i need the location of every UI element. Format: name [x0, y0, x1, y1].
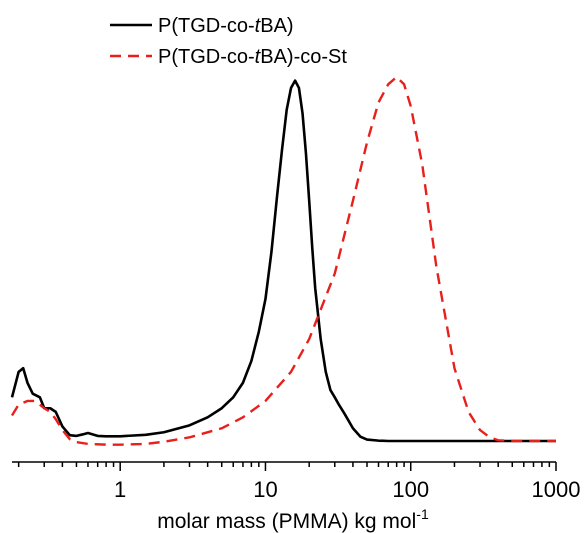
plot-lines — [10, 75, 556, 446]
x-tick-label: 1000 — [532, 477, 581, 502]
x-axis-ticks: 1 10 100 1000 — [17, 462, 581, 502]
series-line-2 — [10, 75, 556, 446]
series-line-1 — [10, 79, 556, 443]
x-axis-title-superscript: -1 — [416, 506, 429, 522]
x-tick-label: 1 — [114, 477, 126, 502]
legend-label-2: P(TGD-co-tBA)-co-St — [158, 46, 347, 68]
x-axis-title: molar mass (PMMA) kg mol-1 — [157, 506, 429, 533]
legend: P(TGD-co-tBA) P(TGD-co-tBA)-co-St — [110, 15, 347, 68]
legend-label-1: P(TGD-co-tBA) — [158, 15, 294, 37]
x-axis: 1 10 100 1000 — [12, 461, 581, 502]
x-tick-label: 100 — [392, 477, 429, 502]
x-axis-title-text: molar mass (PMMA) kg mol — [157, 510, 416, 533]
x-tick-label: 10 — [253, 477, 277, 502]
